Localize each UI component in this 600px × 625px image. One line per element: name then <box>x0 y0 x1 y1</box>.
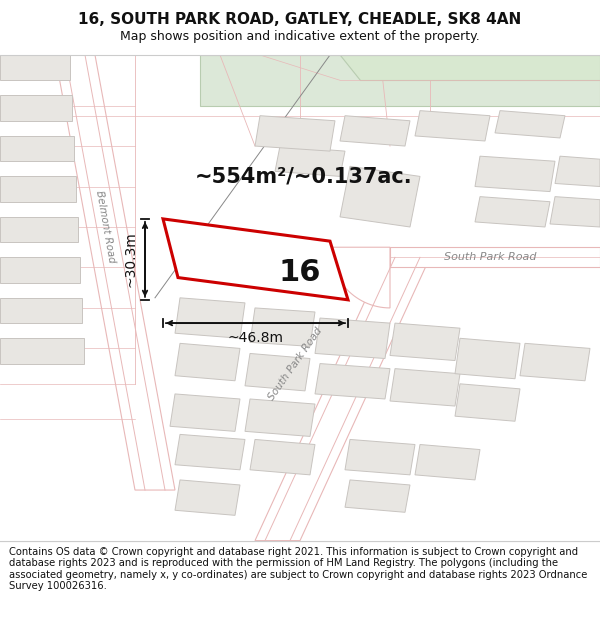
Text: South Park Road: South Park Road <box>266 326 324 402</box>
Polygon shape <box>0 176 76 202</box>
Polygon shape <box>200 55 600 106</box>
Polygon shape <box>0 136 74 161</box>
Text: Belmont Road: Belmont Road <box>94 190 116 264</box>
Polygon shape <box>315 364 390 399</box>
Polygon shape <box>245 354 310 391</box>
Polygon shape <box>0 55 70 80</box>
Polygon shape <box>250 308 315 346</box>
Polygon shape <box>0 298 82 323</box>
Polygon shape <box>163 219 348 300</box>
Text: South Park Road: South Park Road <box>444 253 536 262</box>
Polygon shape <box>340 166 420 227</box>
Polygon shape <box>345 439 415 475</box>
Polygon shape <box>345 480 410 512</box>
Polygon shape <box>340 116 410 146</box>
Polygon shape <box>55 55 175 490</box>
Polygon shape <box>175 298 245 338</box>
Polygon shape <box>330 248 390 308</box>
Text: ~30.3m: ~30.3m <box>123 231 137 288</box>
Polygon shape <box>250 439 315 475</box>
Polygon shape <box>415 444 480 480</box>
Polygon shape <box>390 323 460 361</box>
Polygon shape <box>390 369 460 406</box>
Polygon shape <box>455 384 520 421</box>
Text: ~46.8m: ~46.8m <box>227 331 284 345</box>
Text: 16, SOUTH PARK ROAD, GATLEY, CHEADLE, SK8 4AN: 16, SOUTH PARK ROAD, GATLEY, CHEADLE, SK… <box>79 12 521 27</box>
Polygon shape <box>550 197 600 227</box>
Polygon shape <box>175 480 240 516</box>
Polygon shape <box>455 338 520 379</box>
Polygon shape <box>475 156 555 192</box>
Text: Map shows position and indicative extent of the property.: Map shows position and indicative extent… <box>120 30 480 43</box>
Text: ~554m²/~0.137ac.: ~554m²/~0.137ac. <box>195 166 413 186</box>
Polygon shape <box>0 338 84 364</box>
Polygon shape <box>245 399 315 436</box>
Text: 16: 16 <box>279 258 321 287</box>
Polygon shape <box>175 434 245 470</box>
Polygon shape <box>275 146 345 176</box>
Text: Contains OS data © Crown copyright and database right 2021. This information is : Contains OS data © Crown copyright and d… <box>9 546 587 591</box>
Polygon shape <box>175 343 240 381</box>
Polygon shape <box>520 343 590 381</box>
Polygon shape <box>170 394 240 431</box>
Polygon shape <box>390 248 600 268</box>
Polygon shape <box>475 197 550 227</box>
Polygon shape <box>555 156 600 186</box>
Polygon shape <box>340 55 600 80</box>
Polygon shape <box>0 258 80 282</box>
Polygon shape <box>495 111 565 138</box>
Polygon shape <box>315 318 390 359</box>
Polygon shape <box>0 96 72 121</box>
Polygon shape <box>255 258 430 541</box>
Polygon shape <box>0 217 78 242</box>
Polygon shape <box>255 116 335 151</box>
Polygon shape <box>415 111 490 141</box>
